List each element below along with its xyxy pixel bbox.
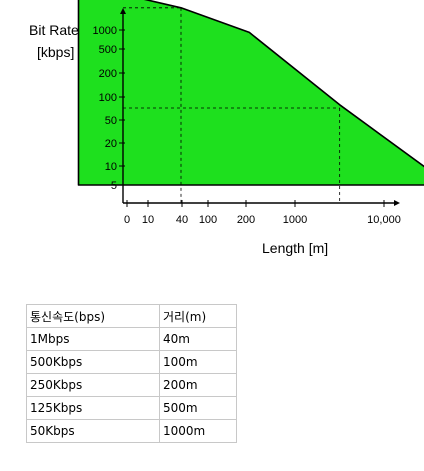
table-row: 250Kbps 200m bbox=[26, 373, 237, 397]
cell-distance: 40m bbox=[159, 327, 237, 351]
cell-distance: 1000m bbox=[159, 419, 237, 443]
table-row: 1Mbps 40m bbox=[26, 327, 237, 351]
cell-distance: 500m bbox=[159, 396, 237, 420]
y-tick-label: 10 bbox=[105, 161, 117, 173]
cell-speed: 250Kbps bbox=[26, 373, 160, 397]
x-tick-label: 40 bbox=[176, 214, 188, 226]
cell-distance: 100m bbox=[159, 350, 237, 374]
x-axis-arrow bbox=[394, 200, 400, 206]
table-header-row: 통신속도(bps) 거리(m) bbox=[26, 304, 237, 328]
x-axis-title: Length [m] bbox=[262, 240, 328, 256]
y-tick-label: 5 bbox=[111, 180, 117, 192]
speed-distance-table: 통신속도(bps) 거리(m) 1Mbps 40m 500Kbps 100m 2… bbox=[26, 304, 237, 443]
y-tick-label: 200 bbox=[99, 68, 117, 80]
x-tick-label: 1000 bbox=[283, 214, 307, 226]
y-tick-label: 1000 bbox=[93, 25, 117, 37]
table-row: 125Kbps 500m bbox=[26, 396, 237, 420]
header-speed: 통신속도(bps) bbox=[26, 304, 160, 328]
bit-rate-area bbox=[77, 0, 424, 186]
y-tick-label: 500 bbox=[99, 44, 117, 56]
x-tick-label: 10,000 bbox=[367, 214, 401, 226]
cell-speed: 500Kbps bbox=[26, 350, 160, 374]
y-axis-arrow bbox=[120, 8, 126, 14]
y-tick-label: 20 bbox=[105, 138, 117, 150]
cell-speed: 125Kbps bbox=[26, 396, 160, 420]
x-tick-label: 10 bbox=[142, 214, 154, 226]
x-tick-label: 0 bbox=[124, 214, 130, 226]
y-tick-label: 50 bbox=[105, 115, 117, 127]
table-row: 500Kbps 100m bbox=[26, 350, 237, 374]
y-axis-title-line2: [kbps] bbox=[37, 44, 74, 60]
y-tick-label: 100 bbox=[99, 92, 117, 104]
table-row: 50Kbps 1000m bbox=[26, 419, 237, 443]
x-tick-label: 200 bbox=[237, 214, 255, 226]
y-axis-title-line1: Bit Rate bbox=[29, 22, 79, 38]
header-distance: 거리(m) bbox=[159, 304, 237, 328]
cell-speed: 1Mbps bbox=[26, 327, 160, 351]
cell-distance: 200m bbox=[159, 373, 237, 397]
cell-speed: 50Kbps bbox=[26, 419, 160, 443]
x-tick-label: 100 bbox=[199, 214, 217, 226]
